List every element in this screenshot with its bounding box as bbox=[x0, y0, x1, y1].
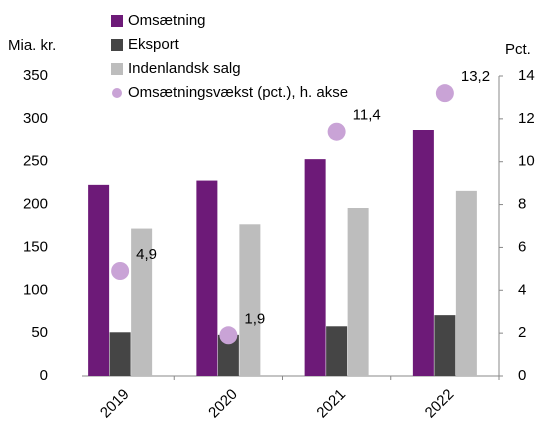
legend-swatch bbox=[111, 63, 123, 75]
bar bbox=[455, 190, 477, 376]
y-tick-label: 0 bbox=[40, 367, 48, 384]
legend-label: Omsætningsvækst (pct.), h. akse bbox=[128, 84, 348, 101]
growth-point bbox=[219, 326, 238, 345]
legend-swatch bbox=[111, 15, 123, 27]
y2-tick-label: 2 bbox=[518, 324, 526, 341]
bar bbox=[347, 208, 369, 376]
bar bbox=[217, 334, 239, 376]
y2-tick-label: 0 bbox=[518, 367, 526, 384]
y2-tick-label: 4 bbox=[518, 281, 526, 298]
bar bbox=[239, 224, 261, 376]
growth-point bbox=[327, 122, 346, 141]
y-tick-label: 100 bbox=[23, 281, 48, 298]
y2-tick-label: 6 bbox=[518, 238, 526, 255]
x-tick-label: 2021 bbox=[313, 386, 349, 422]
bar bbox=[109, 332, 131, 376]
data-label: 1,9 bbox=[244, 310, 265, 327]
y-axis-label: Mia. kr. bbox=[8, 37, 56, 54]
x-tick-label: 2019 bbox=[97, 386, 133, 422]
x-tick-label: 2022 bbox=[422, 386, 458, 422]
y-tick-label: 200 bbox=[23, 196, 48, 213]
bar bbox=[326, 326, 348, 376]
growth-point bbox=[435, 84, 454, 103]
y2-axis-label: Pct. bbox=[505, 41, 531, 58]
y-tick-label: 350 bbox=[23, 67, 48, 84]
y2-tick-label: 8 bbox=[518, 196, 526, 213]
bar bbox=[196, 180, 218, 376]
bar bbox=[304, 159, 326, 376]
y2-tick-label: 14 bbox=[518, 67, 535, 84]
legend-swatch bbox=[112, 88, 122, 98]
growth-point bbox=[111, 262, 130, 280]
y-tick-label: 150 bbox=[23, 238, 48, 255]
y2-tick-label: 12 bbox=[518, 110, 535, 127]
legend-label: Omsætning bbox=[128, 12, 206, 29]
bar bbox=[412, 130, 434, 376]
legend-label: Eksport bbox=[128, 36, 180, 53]
bar bbox=[131, 228, 153, 376]
data-label: 13,2 bbox=[461, 68, 490, 85]
y-tick-label: 300 bbox=[23, 110, 48, 127]
bar bbox=[434, 315, 456, 376]
legend-swatch bbox=[111, 39, 123, 51]
y-tick-label: 250 bbox=[23, 153, 48, 170]
y2-tick-label: 10 bbox=[518, 153, 535, 170]
bar bbox=[88, 184, 110, 376]
legend-label: Indenlandsk salg bbox=[128, 60, 241, 77]
y-tick-label: 50 bbox=[31, 324, 48, 341]
data-label: 4,9 bbox=[136, 246, 157, 263]
x-tick-label: 2020 bbox=[205, 386, 241, 422]
data-label: 11,4 bbox=[353, 107, 381, 124]
